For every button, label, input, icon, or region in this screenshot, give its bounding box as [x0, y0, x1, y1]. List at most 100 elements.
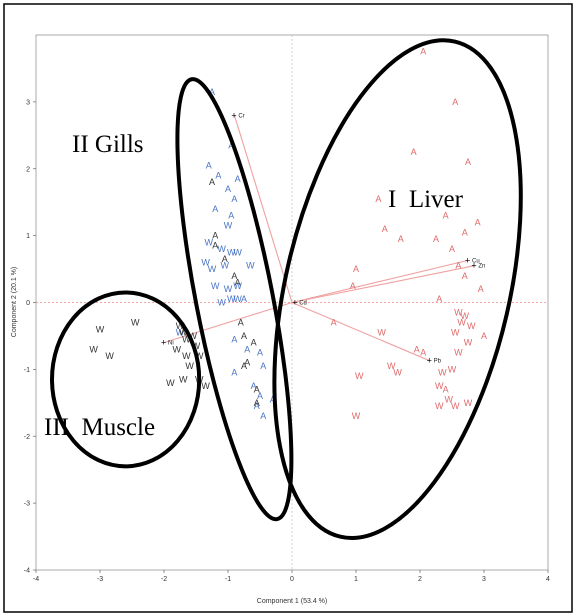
- data-point: A: [449, 244, 455, 254]
- data-point: A: [257, 348, 263, 358]
- data-point: W: [217, 244, 226, 254]
- data-point: W: [435, 381, 444, 391]
- data-point: A: [375, 194, 381, 204]
- vector-label: Ni: [168, 341, 174, 347]
- data-point: A: [443, 384, 449, 394]
- data-point: A: [481, 331, 487, 341]
- data-point: W: [464, 398, 473, 408]
- vector-label: Zn: [478, 264, 485, 270]
- data-point: W: [227, 247, 236, 257]
- ellipse-gills: [175, 77, 294, 522]
- data-point: W: [377, 328, 386, 338]
- data-point: W: [393, 368, 402, 378]
- data-point: A: [228, 140, 234, 150]
- data-point: W: [89, 344, 98, 354]
- data-point: A: [209, 177, 215, 187]
- data-point: W: [105, 351, 114, 361]
- data-point: W: [182, 351, 191, 361]
- y-tick-label: 1: [26, 233, 30, 240]
- data-point: A: [231, 194, 237, 204]
- data-point: W: [355, 371, 364, 381]
- vector-marker: +: [471, 261, 476, 271]
- cluster-label-gills: II Gills: [72, 131, 144, 158]
- ellipse-muscle: [50, 290, 202, 469]
- data-point: A: [475, 217, 481, 227]
- data-point: A: [260, 411, 266, 421]
- x-tick-label: 4: [546, 576, 550, 583]
- data-point: W: [352, 411, 361, 421]
- data-point: W: [182, 334, 191, 344]
- data-point: W: [454, 308, 463, 318]
- x-axis-label: Component 1 (53.4 %): [257, 598, 327, 605]
- vector-marker: +: [427, 356, 432, 366]
- cluster-label-muscle: III Muscle: [44, 414, 155, 441]
- x-tick-label: -3: [97, 576, 103, 583]
- data-point: A: [455, 261, 461, 271]
- data-point: A: [241, 361, 247, 371]
- data-point: A: [257, 391, 263, 401]
- y-tick-label: 2: [26, 166, 30, 173]
- vector-marker: +: [465, 255, 470, 265]
- vector-marker: +: [231, 110, 236, 120]
- x-tick-label: -2: [161, 576, 167, 583]
- y-tick-label: -4: [24, 568, 30, 575]
- data-point: W: [173, 344, 182, 354]
- data-point: A: [331, 318, 337, 328]
- data-point: A: [231, 368, 237, 378]
- data-point: A: [254, 401, 260, 411]
- cluster-ellipses: [50, 38, 523, 541]
- data-point: W: [179, 374, 188, 384]
- data-point: W: [467, 321, 476, 331]
- y-tick-label: -3: [24, 501, 30, 508]
- data-point: A: [238, 318, 244, 328]
- data-point: A: [231, 271, 237, 281]
- data-point: A: [251, 381, 257, 391]
- data-point: W: [435, 401, 444, 411]
- x-tick-label: 2: [418, 576, 422, 583]
- x-tick-label: -4: [33, 576, 39, 583]
- data-point: A: [228, 211, 234, 221]
- data-point: A: [350, 281, 356, 291]
- data-point: A: [251, 338, 257, 348]
- vector-label: Pb: [434, 359, 442, 365]
- y-tick-label: -2: [24, 434, 30, 441]
- vector-label: Cd: [299, 301, 307, 307]
- data-point: A: [231, 334, 237, 344]
- data-point: W: [208, 264, 217, 274]
- data-point: W: [166, 378, 175, 388]
- data-point: W: [189, 331, 198, 341]
- data-point: A: [452, 97, 458, 107]
- data-point: A: [433, 234, 439, 244]
- data-point: W: [96, 324, 105, 334]
- data-point: A: [420, 348, 426, 358]
- data-point: W: [387, 361, 396, 371]
- loading-vector: [233, 115, 293, 303]
- x-tick-label: -1: [225, 576, 231, 583]
- data-point: A: [244, 344, 250, 354]
- data-point: A: [462, 271, 468, 281]
- data-point: A: [254, 384, 260, 394]
- data-point: A: [225, 184, 231, 194]
- data-point: W: [461, 311, 470, 321]
- data-point: A: [212, 241, 218, 251]
- data-point: W: [445, 394, 454, 404]
- x-tick-label: 3: [482, 576, 486, 583]
- data-point: W: [221, 261, 230, 271]
- data-point: W: [176, 328, 185, 338]
- data-point: W: [195, 351, 204, 361]
- y-tick-label: 0: [26, 300, 30, 307]
- vector-label: Cu: [472, 258, 480, 264]
- data-point: A: [206, 160, 212, 170]
- vector-marker: +: [161, 338, 166, 348]
- loading-vector: [291, 265, 475, 304]
- data-point: A: [212, 231, 218, 241]
- data-point: W: [211, 281, 220, 291]
- x-tick-label: 0: [290, 576, 294, 583]
- data-point: A: [254, 398, 260, 408]
- data-point: A: [235, 277, 241, 287]
- data-point: A: [222, 254, 228, 264]
- axis-ticks: -4 -3 -2 -1 0 1 2 3 4 3 2 1 0 -1 -2 -3 -4: [24, 99, 550, 583]
- data-point: A: [215, 170, 221, 180]
- data-point: A: [462, 227, 468, 237]
- data-point: W: [201, 257, 210, 267]
